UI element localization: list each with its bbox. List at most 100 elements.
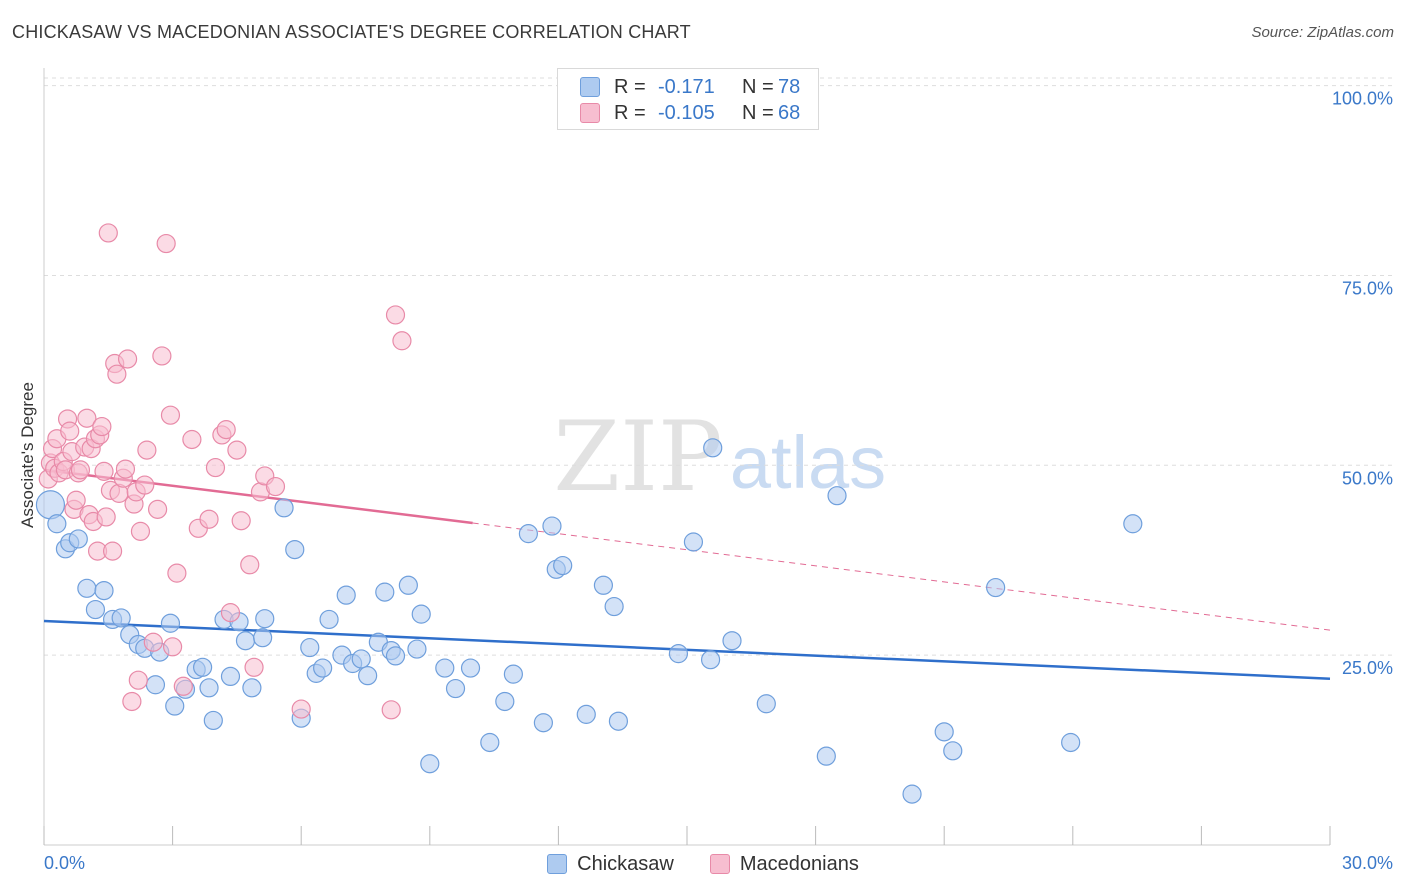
legend-row-macedonians: R = -0.105 N = 68: [580, 101, 800, 125]
macedonians-point: [265, 476, 286, 497]
chickasaw-point: [576, 704, 596, 724]
chickasaw-point: [518, 524, 538, 544]
y-tick-label: 75.0%: [1342, 278, 1393, 298]
macedonians-point: [392, 331, 412, 351]
chickasaw-point: [986, 577, 1006, 598]
chickasaw-point: [160, 613, 181, 633]
chickasaw-point: [165, 696, 185, 716]
macedonians-point: [381, 700, 401, 720]
chickasaw-point: [1061, 732, 1081, 753]
chickasaw-point: [407, 639, 427, 659]
macedonians-point: [240, 555, 260, 575]
source-credit: Source: ZipAtlas.com: [1251, 24, 1394, 41]
macedonians-point: [231, 511, 251, 531]
macedonians-point: [205, 457, 226, 478]
tick-labels: 25.0% 50.0% 75.0% 100.0% 0.0% 30.0%: [44, 89, 1393, 873]
macedonians-point: [94, 461, 114, 481]
y-tick-label: 50.0%: [1342, 468, 1393, 488]
macedonians-point: [60, 421, 80, 441]
chickasaw-point: [253, 628, 273, 648]
data-points: [35, 223, 1143, 804]
macedonians-point: [220, 603, 241, 623]
chickasaw-point: [94, 580, 114, 601]
macedonians-point: [122, 691, 142, 712]
macedonians-point: [117, 349, 138, 369]
macedonians-point: [143, 632, 163, 652]
macedonians-point: [160, 405, 181, 425]
legend-label-macedonians: Macedonians: [739, 852, 859, 875]
macedonians-point: [98, 223, 118, 243]
chickasaw-point: [285, 539, 305, 560]
n-value-chickasaw: 78: [778, 75, 801, 98]
chickasaw-point: [902, 784, 922, 804]
y-tick-label: 100.0%: [1332, 89, 1393, 109]
chickasaw-point: [435, 658, 455, 678]
chickasaw-point: [351, 649, 371, 669]
macedonians-point: [227, 440, 247, 460]
chickasaw-point: [220, 666, 241, 687]
chickasaw-point: [700, 650, 721, 670]
macedonians-point: [66, 490, 86, 510]
y-tick-label: 25.0%: [1342, 658, 1393, 678]
chickasaw-point: [722, 631, 742, 651]
chickasaw-swatch: [580, 77, 600, 97]
chickasaw-point: [683, 532, 704, 552]
chickasaw-point: [604, 596, 624, 617]
chickasaw-point: [336, 585, 356, 605]
chickasaw-point: [77, 578, 97, 598]
macedonians-point: [77, 408, 97, 428]
chickasaw-point: [553, 555, 573, 576]
macedonians-point: [291, 699, 311, 719]
series-legend: Chickasaw Macedonians: [0, 851, 1406, 877]
legend-item-chickasaw[interactable]: Chickasaw: [547, 853, 674, 876]
watermark-zip: ZIP: [553, 401, 722, 513]
macedonians-point: [115, 459, 136, 479]
chickasaw-point: [943, 741, 963, 761]
chickasaw-point: [934, 722, 954, 742]
chickasaw-point: [756, 694, 776, 714]
r-value-chickasaw: -0.171: [658, 75, 715, 98]
chickasaw-point: [495, 691, 515, 712]
r-label: R =: [614, 75, 646, 98]
macedonians-point: [163, 637, 183, 657]
chickasaw-point: [203, 710, 223, 731]
x-tick-label: 0.0%: [44, 853, 85, 873]
chickasaw-point: [375, 582, 395, 602]
chickasaw-point: [193, 657, 213, 677]
macedonians-point: [147, 499, 168, 519]
chickasaw-point: [480, 732, 500, 753]
chickasaw-point: [313, 658, 333, 678]
chart-title: CHICKASAW VS MACEDONIAN ASSOCIATE'S DEGR…: [12, 22, 691, 42]
chickasaw-point: [460, 658, 481, 678]
chickasaw-point: [420, 754, 440, 774]
macedonians-point: [130, 521, 151, 541]
chickasaw-point: [503, 664, 523, 684]
chickasaw-point: [398, 575, 418, 595]
macedonians-point: [135, 475, 155, 495]
chickasaw-point: [235, 631, 256, 651]
chickasaw-point: [111, 608, 131, 628]
chickasaw-point: [319, 609, 339, 630]
chickasaw-point: [542, 516, 562, 536]
macedonians-point: [173, 676, 193, 696]
chickasaw-point: [411, 604, 431, 624]
macedonians-point: [199, 509, 219, 529]
chickasaw-point: [593, 575, 614, 595]
macedonians-point: [152, 346, 172, 366]
chickasaw-point: [668, 644, 689, 664]
chickasaw-swatch: [547, 854, 568, 874]
chickasaw-point: [47, 514, 67, 534]
macedonians-trend-extension: [472, 522, 1331, 631]
chickasaw-point: [358, 666, 378, 686]
macedonians-point: [244, 657, 264, 677]
y-axis-label: Associate's Degree: [18, 382, 37, 528]
legend-row-chickasaw: R = -0.171 N = 78: [580, 75, 800, 99]
watermark-atlas: atlas: [730, 421, 886, 504]
macedonians-point: [167, 563, 187, 583]
macedonians-swatch: [580, 103, 600, 123]
macedonians-point: [102, 541, 123, 561]
macedonians-point: [96, 507, 116, 527]
chickasaw-point: [827, 486, 847, 506]
legend-item-macedonians[interactable]: Macedonians: [709, 852, 859, 876]
chickasaw-point: [199, 678, 219, 698]
